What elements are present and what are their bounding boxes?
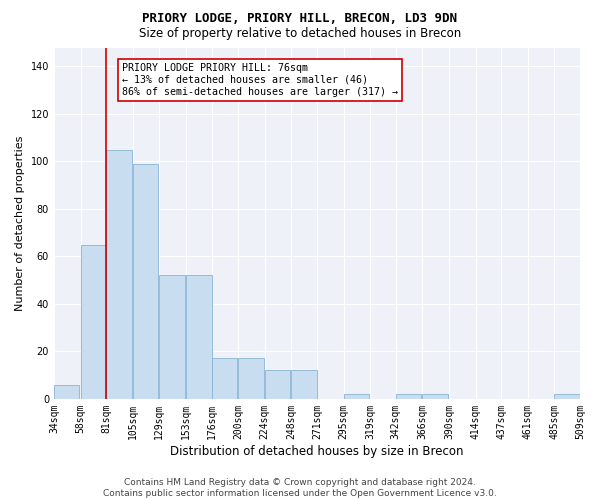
Bar: [238, 358, 263, 399]
Bar: [54, 384, 79, 399]
Bar: [265, 370, 290, 399]
Text: PRIORY LODGE PRIORY HILL: 76sqm
← 13% of detached houses are smaller (46)
86% of: PRIORY LODGE PRIORY HILL: 76sqm ← 13% of…: [122, 64, 398, 96]
Bar: [80, 244, 106, 399]
Text: Contains HM Land Registry data © Crown copyright and database right 2024.
Contai: Contains HM Land Registry data © Crown c…: [103, 478, 497, 498]
Bar: [396, 394, 421, 399]
Bar: [160, 276, 185, 399]
Bar: [133, 164, 158, 399]
Y-axis label: Number of detached properties: Number of detached properties: [15, 136, 25, 311]
Bar: [186, 276, 212, 399]
Bar: [292, 370, 317, 399]
Text: PRIORY LODGE, PRIORY HILL, BRECON, LD3 9DN: PRIORY LODGE, PRIORY HILL, BRECON, LD3 9…: [143, 12, 458, 26]
Bar: [106, 150, 131, 399]
Bar: [344, 394, 369, 399]
Bar: [212, 358, 237, 399]
Bar: [422, 394, 448, 399]
Text: Size of property relative to detached houses in Brecon: Size of property relative to detached ho…: [139, 28, 461, 40]
X-axis label: Distribution of detached houses by size in Brecon: Distribution of detached houses by size …: [170, 444, 464, 458]
Bar: [554, 394, 580, 399]
